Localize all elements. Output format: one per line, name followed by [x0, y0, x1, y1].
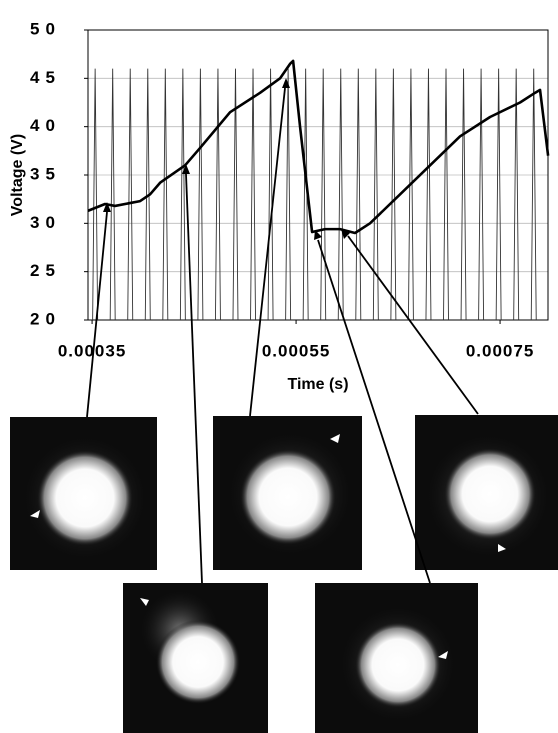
x-tick-label: 0.00035: [58, 341, 126, 360]
pulse: [407, 68, 414, 321]
pulse: [127, 68, 134, 321]
pulse: [443, 68, 449, 321]
pulse: [372, 68, 379, 321]
arrow-marker: [330, 434, 340, 443]
pulse: [267, 68, 274, 321]
pulse: [495, 68, 502, 321]
y-tick-label: 30: [30, 213, 61, 232]
pulse: [250, 68, 256, 321]
connector: [347, 235, 479, 415]
pulse: [92, 68, 99, 321]
y-tick-label: 20: [30, 309, 61, 328]
y-tick-label: 45: [30, 68, 61, 87]
arrow-marker: [498, 544, 506, 552]
pulse: [337, 68, 344, 321]
pulse: [179, 68, 186, 321]
droplet: [156, 620, 240, 704]
droplet: [355, 622, 441, 708]
arrowhead: [182, 164, 190, 174]
pulse: [320, 68, 327, 321]
pulse: [302, 68, 309, 321]
connector: [86, 211, 108, 418]
plot-frame: [87, 29, 549, 321]
micrographs: [10, 415, 558, 733]
pulse: [425, 68, 432, 321]
y-tick-label: 50: [30, 19, 61, 38]
pulse: [232, 68, 239, 321]
pulse: [460, 68, 467, 321]
connector: [185, 173, 203, 584]
plot-area: 20 25 30 35 40 45 50 0.00035 0.00055 0.00075: [30, 19, 550, 360]
droplet: [444, 448, 536, 540]
arrowhead: [282, 78, 290, 88]
arrowhead: [314, 230, 322, 240]
pulse: [478, 68, 485, 321]
x-tick-label: 0.00075: [466, 341, 534, 360]
arrow-marker: [30, 510, 40, 518]
pulse: [162, 68, 169, 321]
pulse: [285, 68, 292, 321]
y-tick-label: 25: [30, 261, 61, 280]
droplet: [240, 449, 336, 545]
connector: [249, 87, 286, 417]
connector: [317, 239, 431, 584]
connectors: [86, 78, 479, 584]
y-tick-label: 35: [30, 164, 61, 183]
pulse: [513, 68, 520, 321]
pulse: [197, 68, 204, 321]
pulse: [390, 68, 397, 321]
y-tick-label: 40: [30, 116, 61, 135]
droplet: [37, 450, 133, 546]
pulse: [530, 68, 537, 321]
arrow-marker: [140, 598, 149, 606]
pulse: [355, 68, 362, 321]
pulse: [109, 68, 116, 321]
y-axis-label: Voltage (V): [9, 134, 26, 216]
x-axis-label: Time (s): [287, 376, 348, 393]
voltage-line: [87, 59, 550, 235]
arrow-marker: [438, 651, 448, 659]
x-tick-label: 0.00055: [262, 341, 330, 360]
arrowhead: [103, 202, 111, 212]
pulse: [214, 68, 221, 321]
pulse: [144, 68, 151, 321]
arrowhead: [341, 229, 350, 239]
